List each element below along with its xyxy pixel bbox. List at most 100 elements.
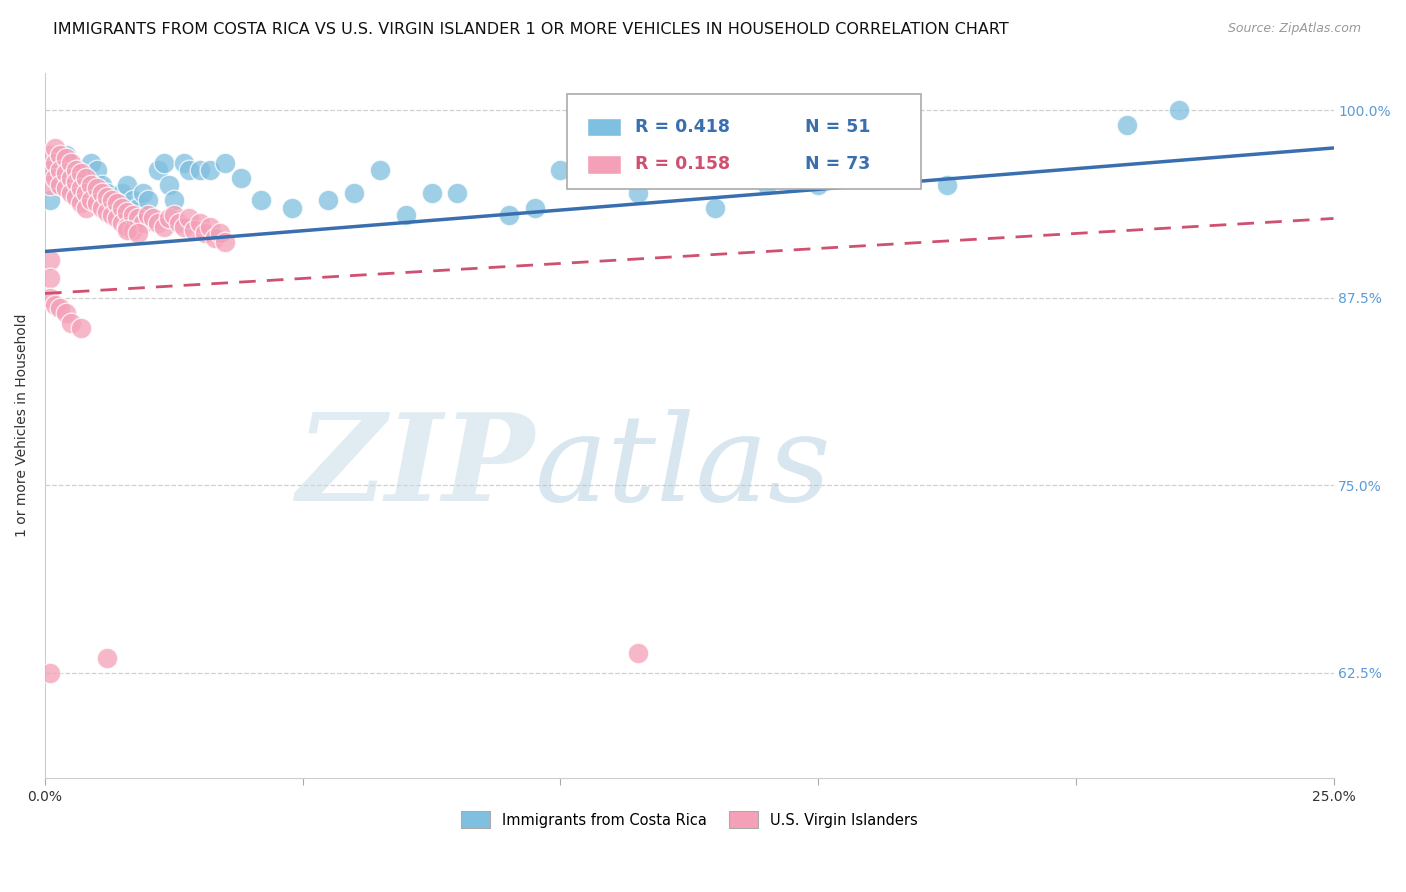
Point (65, 163, 87, 178)
Point (142, 211, 165, 226)
Point (39, 271, 62, 285)
Point (70, 166, 93, 180)
Point (59, 186, 82, 200)
Point (204, 231, 226, 245)
Point (198, 163, 221, 178)
Point (70, 181, 93, 195)
Point (55, 181, 77, 195)
Text: N = 51: N = 51 (806, 118, 870, 136)
Point (70, 321, 93, 335)
Point (127, 211, 149, 226)
Point (86, 181, 108, 195)
Point (214, 156, 236, 170)
Point (148, 216, 170, 230)
Point (446, 186, 468, 200)
Point (105, 194, 128, 208)
Point (157, 211, 180, 226)
Text: ZIP: ZIP (297, 409, 534, 527)
Point (523, 201, 546, 215)
Point (229, 171, 252, 186)
FancyBboxPatch shape (567, 95, 921, 189)
Point (173, 156, 195, 170)
Point (627, 186, 650, 200)
Point (152, 220, 174, 235)
Point (368, 163, 391, 178)
Point (179, 211, 201, 226)
Point (55, 306, 77, 320)
Point (117, 205, 139, 219)
Point (96, 190, 118, 204)
Point (49, 178, 72, 193)
Point (39, 665, 62, 680)
Point (183, 223, 205, 237)
Point (96, 186, 118, 200)
Point (65, 176, 87, 190)
Point (44, 171, 66, 186)
Point (111, 201, 134, 215)
Point (96, 205, 118, 219)
Point (550, 163, 572, 178)
Point (70, 171, 93, 186)
Point (194, 227, 217, 241)
Point (49, 148, 72, 162)
Point (214, 235, 236, 250)
Point (80, 156, 103, 170)
Point (55, 152, 77, 166)
Point (652, 163, 675, 178)
Point (44, 298, 66, 312)
Point (173, 220, 195, 235)
Point (75, 171, 97, 186)
Point (80, 178, 103, 193)
Point (121, 209, 143, 223)
Point (704, 201, 727, 215)
Point (59, 317, 82, 331)
Point (132, 186, 155, 200)
Text: atlas: atlas (534, 409, 831, 526)
Text: R = 0.158: R = 0.158 (628, 155, 730, 173)
Point (49, 178, 72, 193)
Point (132, 216, 155, 230)
FancyBboxPatch shape (588, 118, 621, 136)
Y-axis label: 1 or more Vehicles in Household: 1 or more Vehicles in Household (15, 314, 30, 537)
Point (59, 163, 82, 178)
Point (96, 651, 118, 665)
Point (86, 196, 108, 211)
Point (39, 253, 62, 268)
Point (343, 186, 366, 200)
Point (136, 194, 159, 208)
Point (70, 196, 93, 211)
Point (39, 163, 62, 178)
Point (127, 227, 149, 241)
Point (49, 301, 72, 316)
Point (136, 209, 159, 223)
Point (167, 216, 190, 230)
Point (90, 186, 112, 200)
Point (188, 216, 211, 230)
Legend: Immigrants from Costa Rica, U.S. Virgin Islanders: Immigrants from Costa Rica, U.S. Virgin … (456, 805, 924, 834)
Point (188, 163, 211, 178)
Point (152, 156, 174, 170)
Point (498, 209, 520, 223)
Point (163, 194, 186, 208)
Point (755, 178, 778, 193)
Point (250, 194, 273, 208)
Point (157, 178, 180, 193)
Point (101, 201, 124, 215)
Point (59, 171, 82, 186)
Point (163, 209, 186, 223)
Text: N = 73: N = 73 (806, 155, 870, 173)
Text: R = 0.418: R = 0.418 (628, 118, 730, 136)
Text: Source: ZipAtlas.com: Source: ZipAtlas.com (1227, 22, 1361, 36)
Point (39, 148, 62, 162)
Point (859, 163, 882, 178)
Point (44, 163, 66, 178)
Point (80, 194, 103, 208)
Point (117, 178, 139, 193)
Text: IMMIGRANTS FROM COSTA RICA VS U.S. VIRGIN ISLANDER 1 OR MORE VEHICLES IN HOUSEHO: IMMIGRANTS FROM COSTA RICA VS U.S. VIRGI… (53, 22, 1010, 37)
Point (39, 291, 62, 305)
Point (105, 196, 128, 211)
Point (101, 194, 124, 208)
Point (39, 194, 62, 208)
Point (198, 220, 221, 235)
Point (59, 156, 82, 170)
